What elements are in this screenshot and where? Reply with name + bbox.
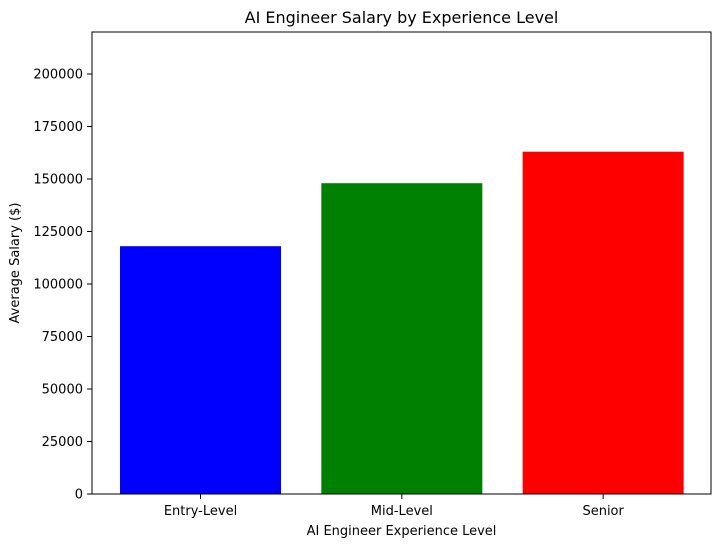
bar-entry-level (120, 246, 281, 494)
y-tick-label: 175000 (33, 120, 83, 135)
y-tick-label: 25000 (42, 435, 83, 450)
y-axis: 0 25000 50000 75000 100000 125000 150000 175000… (33, 68, 92, 503)
y-axis-title: Average Salary ($) (8, 203, 23, 324)
x-axis: Entry-Level Mid-Level Senior (164, 494, 625, 519)
x-tick-label: Senior (582, 504, 624, 519)
y-tick-label: 0 (75, 488, 83, 503)
x-tick-label: Entry-Level (164, 504, 237, 519)
y-tick-label: 200000 (33, 68, 83, 83)
bar-series (120, 151, 684, 494)
y-tick-label: 150000 (33, 173, 83, 188)
y-tick-label: 75000 (42, 330, 83, 345)
y-tick-label: 50000 (42, 383, 83, 398)
bar-mid-level (321, 183, 483, 494)
chart-title: AI Engineer Salary by Experience Level (245, 8, 559, 27)
y-tick-label: 100000 (33, 278, 83, 293)
plot-area-frame (91, 31, 712, 495)
x-axis-title: AI Engineer Experience Level (307, 524, 497, 539)
y-tick-label: 125000 (33, 225, 83, 240)
bar-senior (522, 151, 684, 494)
x-tick-label: Mid-Level (371, 504, 433, 519)
